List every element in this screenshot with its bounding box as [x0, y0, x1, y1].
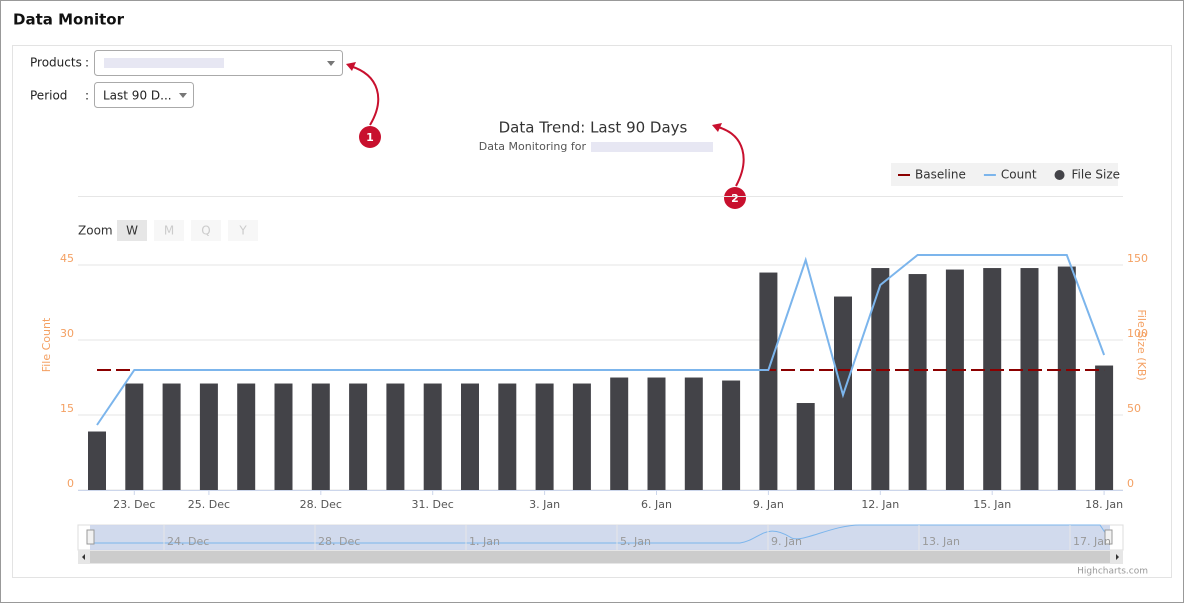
y-tick-label: 15	[60, 402, 74, 415]
zoom-button[interactable]	[191, 220, 221, 241]
bar	[647, 377, 666, 490]
bar	[684, 377, 703, 490]
zoom-button[interactable]	[154, 220, 184, 241]
y-tick-label: 30	[60, 327, 74, 340]
bar	[311, 383, 330, 490]
dropdown-arrow	[327, 61, 335, 66]
bar	[88, 431, 106, 490]
navigator-label: 9. Jan	[771, 535, 802, 548]
navigator-handle[interactable]	[86, 529, 95, 545]
legend	[891, 163, 1118, 186]
navigator-label: 13. Jan	[922, 535, 960, 548]
annotation-badge	[359, 126, 381, 148]
y2-tick-label: 100	[1127, 327, 1148, 340]
products-label: Products	[30, 56, 82, 70]
navigator-label: 1. Jan	[469, 535, 500, 548]
credits: Highcharts.com	[1077, 567, 1148, 577]
bar	[722, 380, 741, 490]
chart-subtitle: Data Monitoring for	[479, 140, 587, 153]
x-tick-label: 28. Dec	[300, 498, 342, 511]
x-tick-label: 3. Jan	[529, 498, 560, 511]
bar	[610, 377, 629, 490]
zoom-label: Zoom	[78, 224, 113, 238]
zoom-button-label: W	[126, 224, 138, 238]
y-axis-title: File Count	[40, 317, 53, 372]
zoom-button[interactable]	[228, 220, 258, 241]
x-tick-label: 15. Jan	[973, 498, 1011, 511]
zoom-button-label: Y	[238, 224, 247, 238]
blurred-value	[591, 142, 713, 152]
bar	[945, 269, 964, 490]
x-tick-label: 18. Jan	[1085, 498, 1123, 511]
x-tick-label: 31. Dec	[412, 498, 454, 511]
zoom-button-label: M	[164, 224, 174, 238]
y2-axis-title: File Size (KB)	[1135, 309, 1148, 380]
legend-label[interactable]: Baseline	[915, 168, 966, 182]
annotation-arrow	[717, 126, 745, 187]
period-label: Period	[30, 89, 67, 103]
legend-label[interactable]: File Size	[1072, 168, 1121, 182]
bar	[349, 383, 368, 490]
annotation-number: 2	[731, 192, 739, 205]
zoom-button-label: Q	[201, 224, 210, 238]
x-tick-label: 9. Jan	[753, 498, 784, 511]
navigator-label: 17. Jan	[1073, 535, 1111, 548]
bar	[162, 383, 181, 490]
x-tick-label: 25. Dec	[188, 498, 230, 511]
colon: :	[85, 89, 89, 103]
y2-tick-label: 150	[1127, 252, 1148, 265]
bar	[572, 383, 591, 490]
y-tick-label: 45	[60, 252, 74, 265]
legend-symbol	[1054, 170, 1065, 180]
bar	[1095, 365, 1114, 490]
x-tick-label: 12. Jan	[861, 498, 899, 511]
bar	[983, 268, 1002, 490]
bar	[796, 403, 815, 490]
bar	[535, 383, 554, 490]
bar	[1057, 266, 1076, 490]
annotation-number: 1	[366, 131, 374, 144]
arrowhead	[712, 123, 722, 132]
line	[96, 254, 1106, 426]
x-tick-label: 6. Jan	[641, 498, 672, 511]
y2-tick-label: 0	[1127, 477, 1134, 490]
arrowhead	[346, 62, 356, 71]
navigator-label: 5. Jan	[620, 535, 651, 548]
navigator-handle[interactable]	[1104, 529, 1113, 545]
page-title: Data Monitor	[13, 11, 125, 29]
annotation-arrow	[349, 65, 380, 126]
chart-title: Data Trend: Last 90 Days	[499, 119, 688, 137]
colon: :	[85, 56, 89, 70]
bar	[274, 383, 293, 490]
navigator-range[interactable]	[90, 525, 1110, 550]
bar	[461, 383, 479, 490]
period-value: Last 90 D...	[103, 89, 172, 103]
bar	[759, 272, 778, 490]
dropdown-arrow	[179, 93, 187, 98]
x-tick-label: 23. Dec	[113, 498, 155, 511]
bar	[908, 274, 927, 490]
bar	[871, 268, 890, 490]
zoom-button[interactable]	[117, 220, 147, 241]
bar	[386, 383, 405, 490]
scrollbar-thumb[interactable]	[90, 551, 1110, 563]
period-select[interactable]	[94, 82, 194, 108]
legend-label[interactable]: Count	[1001, 168, 1037, 182]
navigator-label: 28. Dec	[318, 535, 360, 548]
navigator-line	[90, 524, 1111, 544]
bar	[498, 383, 517, 490]
bar	[199, 383, 218, 490]
bar	[237, 383, 256, 490]
bar	[1020, 268, 1039, 490]
bar	[125, 383, 144, 490]
bar	[423, 383, 442, 490]
blurred-value	[104, 58, 224, 68]
y2-tick-label: 50	[1127, 402, 1141, 415]
navigator-label: 24. Dec	[167, 535, 209, 548]
y-tick-label: 0	[67, 477, 74, 490]
annotation-badge	[724, 187, 746, 209]
